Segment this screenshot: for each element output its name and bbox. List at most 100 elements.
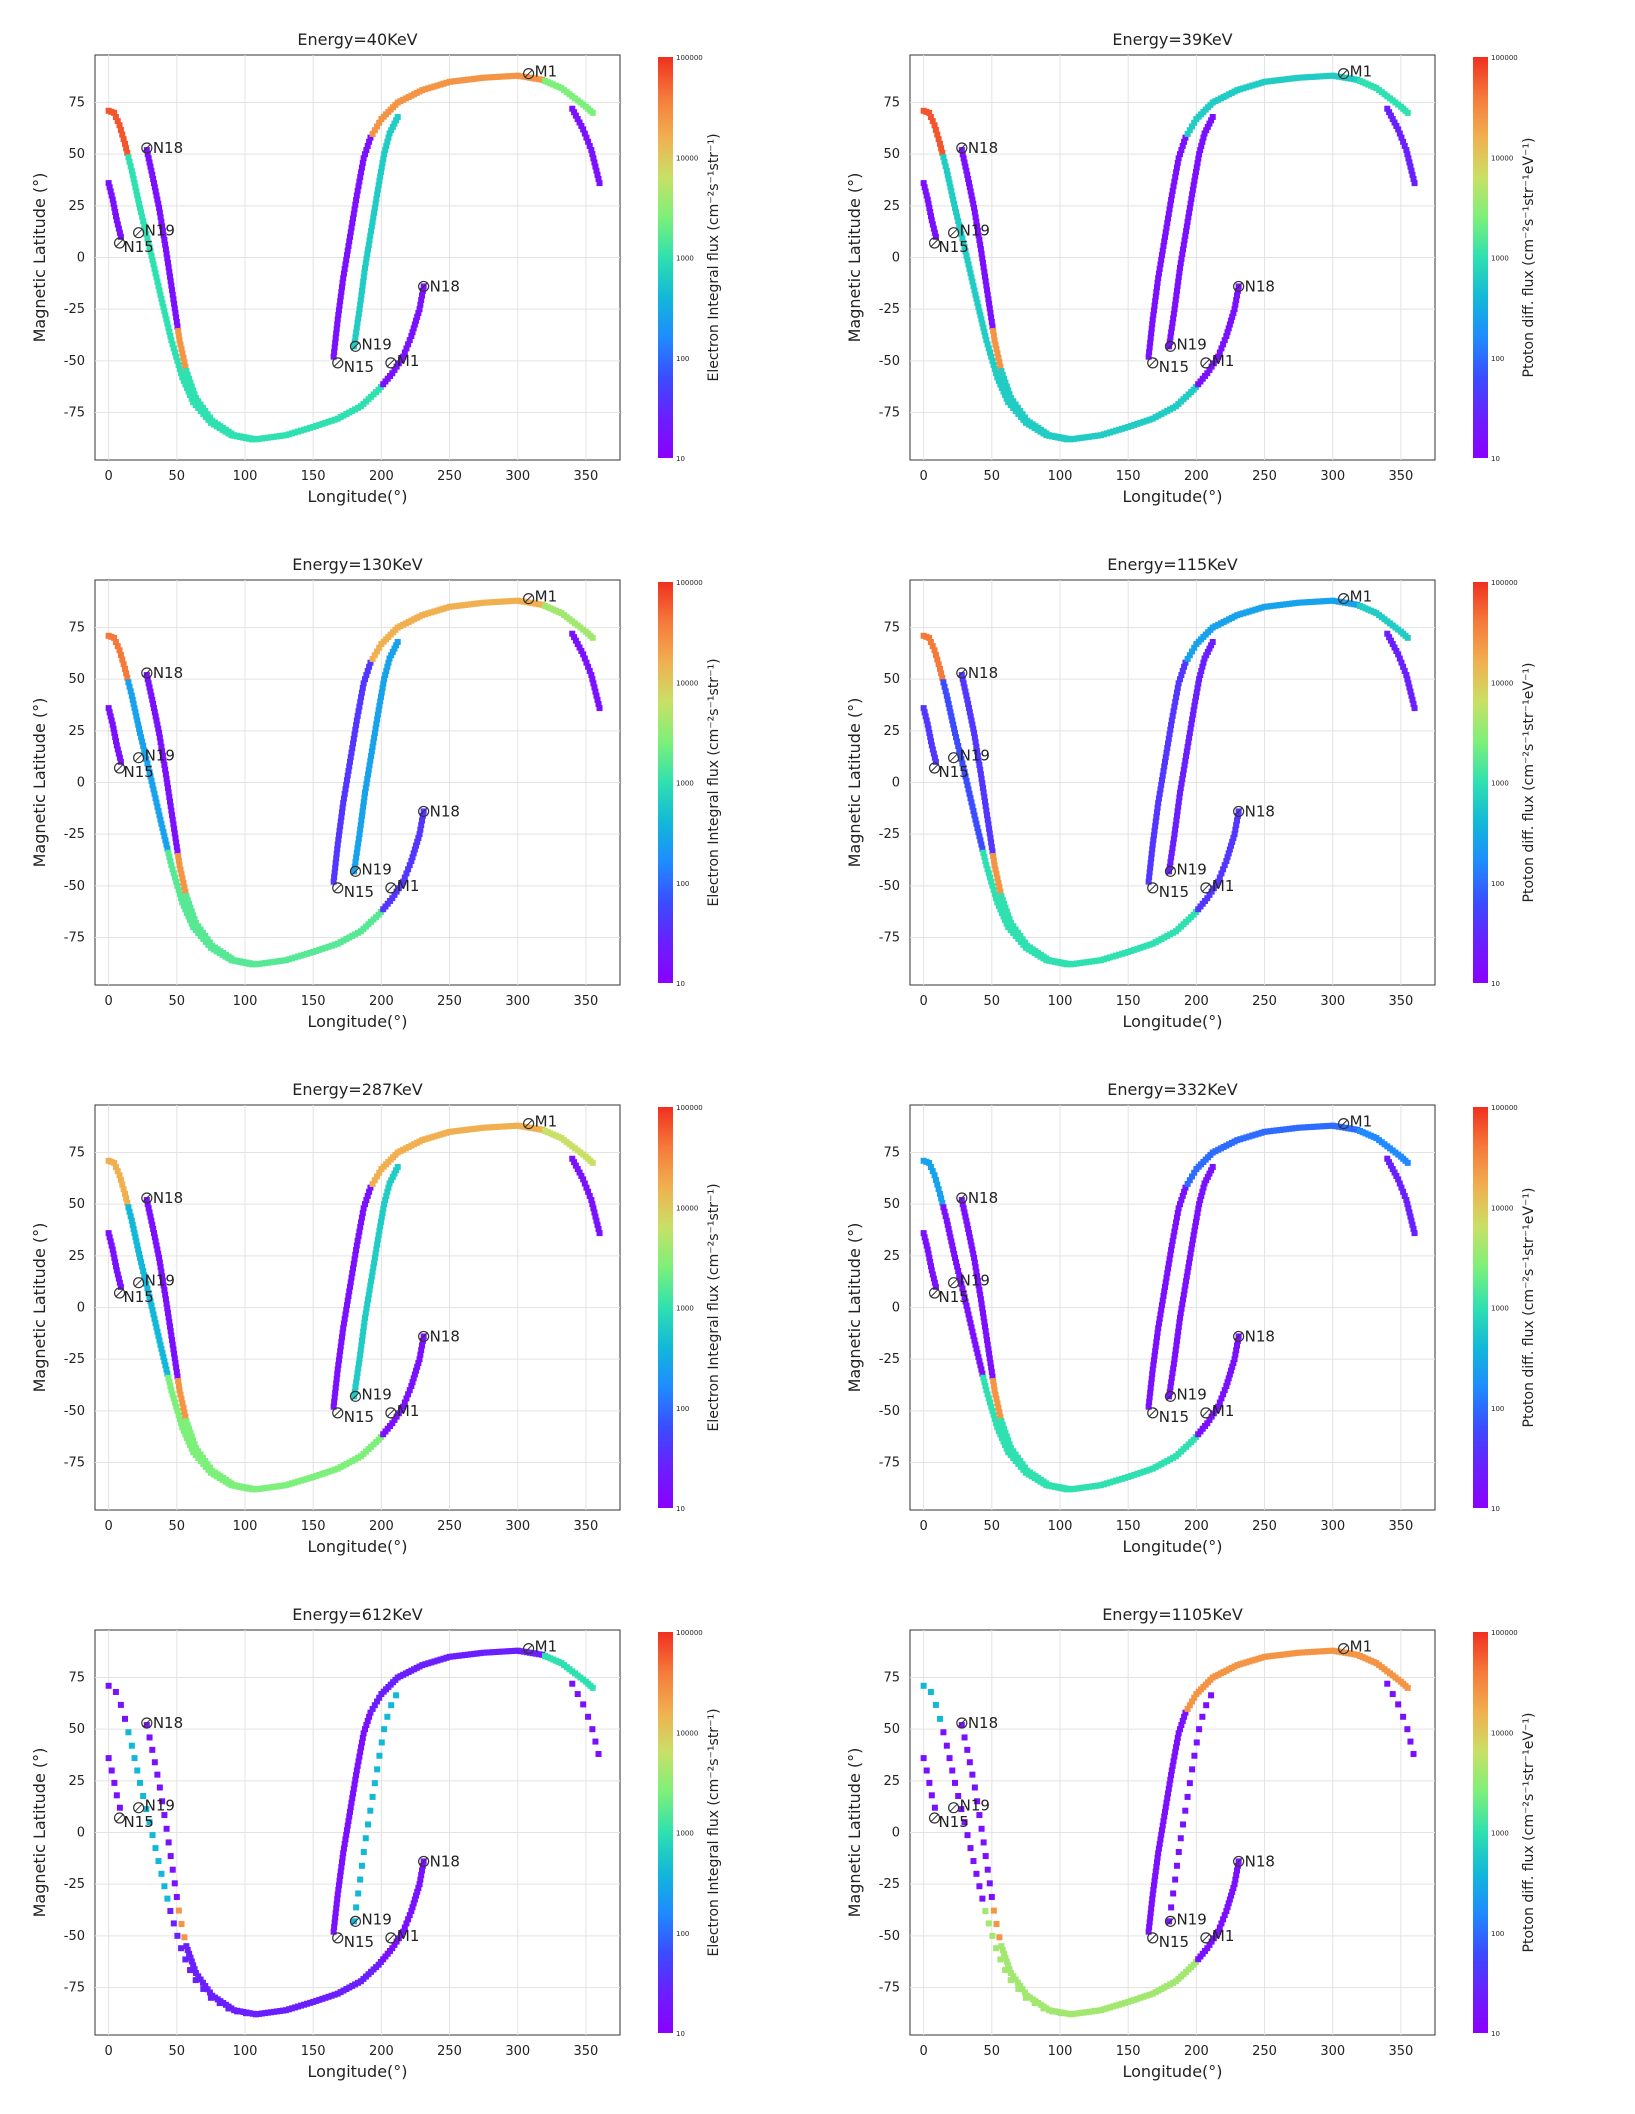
flux-point bbox=[999, 1946, 1006, 1953]
flux-point bbox=[161, 237, 168, 244]
flux-point bbox=[243, 1484, 250, 1491]
flux-point bbox=[967, 713, 974, 720]
flux-point bbox=[151, 1315, 158, 1322]
flux-point bbox=[400, 1928, 407, 1935]
flux-point bbox=[358, 292, 365, 299]
flux-point bbox=[1058, 959, 1065, 966]
flux-point bbox=[157, 739, 164, 746]
flux-point bbox=[967, 1320, 974, 1327]
flux-point bbox=[1152, 1343, 1159, 1350]
flux-point bbox=[180, 879, 187, 886]
flux-point bbox=[1147, 860, 1154, 867]
flux-point bbox=[477, 1650, 484, 1657]
flux-point bbox=[179, 875, 186, 882]
flux-point bbox=[1407, 1738, 1414, 1745]
flux-point bbox=[176, 862, 183, 869]
flux-point bbox=[153, 717, 160, 724]
flux-point bbox=[139, 1263, 146, 1270]
flux-point bbox=[1314, 1648, 1321, 1655]
flux-point bbox=[355, 315, 362, 322]
flux-point bbox=[169, 812, 176, 819]
flux-point bbox=[1411, 705, 1418, 712]
flux-point bbox=[362, 1314, 368, 1321]
flux-point bbox=[151, 184, 158, 191]
flux-point bbox=[149, 1221, 156, 1228]
flux-point bbox=[156, 812, 163, 819]
flux-point bbox=[437, 81, 444, 88]
flux-point bbox=[592, 163, 599, 170]
flux-point bbox=[192, 395, 199, 402]
flux-point bbox=[164, 1309, 171, 1316]
flux-point bbox=[927, 209, 934, 216]
flux-point bbox=[166, 853, 173, 860]
flux-point bbox=[1409, 696, 1416, 703]
flux-point bbox=[1277, 1126, 1284, 1133]
flux-point bbox=[128, 1217, 135, 1224]
x-axis-label: Longitude(°) bbox=[307, 1012, 407, 1031]
flux-point bbox=[1232, 826, 1239, 833]
flux-point bbox=[358, 1744, 365, 1751]
flux-point bbox=[974, 299, 981, 306]
flux-point bbox=[147, 163, 154, 170]
flux-point bbox=[938, 1195, 945, 1202]
flux-point bbox=[164, 255, 171, 262]
x-axis-label: Longitude(°) bbox=[1122, 1012, 1222, 1031]
flux-point bbox=[141, 222, 148, 229]
flux-point bbox=[144, 235, 151, 242]
flux-point bbox=[576, 1169, 583, 1176]
x-tick-label: 0 bbox=[104, 1519, 112, 1534]
flux-point bbox=[398, 1931, 404, 1938]
flux-point bbox=[1161, 238, 1168, 245]
flux-point bbox=[1332, 1648, 1339, 1655]
flux-point bbox=[357, 1346, 364, 1353]
flux-point bbox=[163, 316, 170, 323]
flux-point bbox=[511, 72, 518, 79]
flux-point bbox=[406, 337, 413, 344]
flux-point bbox=[395, 1410, 402, 1417]
flux-point bbox=[169, 1866, 176, 1873]
flux-point bbox=[1189, 711, 1196, 718]
flux-point bbox=[1019, 1461, 1026, 1468]
flux-point bbox=[1323, 1123, 1330, 1130]
flux-point bbox=[1190, 182, 1197, 189]
flux-point bbox=[173, 1893, 180, 1900]
flux-point bbox=[1006, 916, 1013, 923]
station-marker bbox=[1164, 865, 1177, 877]
flux-point bbox=[187, 1954, 194, 1961]
flux-point bbox=[405, 1916, 412, 1923]
flux-point bbox=[347, 1279, 354, 1286]
flux-point bbox=[982, 273, 988, 280]
flux-point bbox=[1401, 1192, 1408, 1199]
flux-point bbox=[1169, 845, 1176, 852]
colorbar-tick-label: 100000 bbox=[676, 1104, 703, 1112]
flux-point bbox=[1220, 341, 1227, 348]
y-tick-label: 0 bbox=[77, 1826, 85, 1841]
flux-point bbox=[119, 656, 126, 663]
flux-point bbox=[415, 1359, 422, 1366]
flux-point bbox=[331, 1394, 338, 1401]
flux-point bbox=[1184, 1793, 1191, 1800]
flux-point bbox=[593, 692, 600, 699]
flux-point bbox=[170, 870, 177, 877]
flux-point bbox=[1146, 1919, 1153, 1926]
flux-point bbox=[1175, 1849, 1182, 1856]
flux-point bbox=[147, 688, 154, 695]
flux-point bbox=[1243, 1659, 1250, 1666]
flux-point bbox=[130, 1225, 137, 1232]
flux-point bbox=[1159, 772, 1166, 779]
flux-point bbox=[1342, 599, 1348, 606]
flux-point bbox=[187, 904, 194, 911]
flux-point bbox=[1246, 1133, 1253, 1140]
flux-point bbox=[357, 173, 364, 180]
flux-point bbox=[1289, 600, 1296, 607]
flux-point bbox=[983, 1332, 990, 1339]
flux-point bbox=[1200, 1184, 1207, 1191]
flux-point bbox=[1162, 229, 1169, 236]
flux-point bbox=[163, 1366, 170, 1373]
flux-point bbox=[331, 344, 338, 351]
flux-point bbox=[377, 693, 384, 700]
flux-point bbox=[174, 357, 181, 364]
flux-point bbox=[1249, 607, 1256, 614]
flux-point bbox=[175, 1382, 182, 1389]
flux-point bbox=[354, 320, 361, 327]
